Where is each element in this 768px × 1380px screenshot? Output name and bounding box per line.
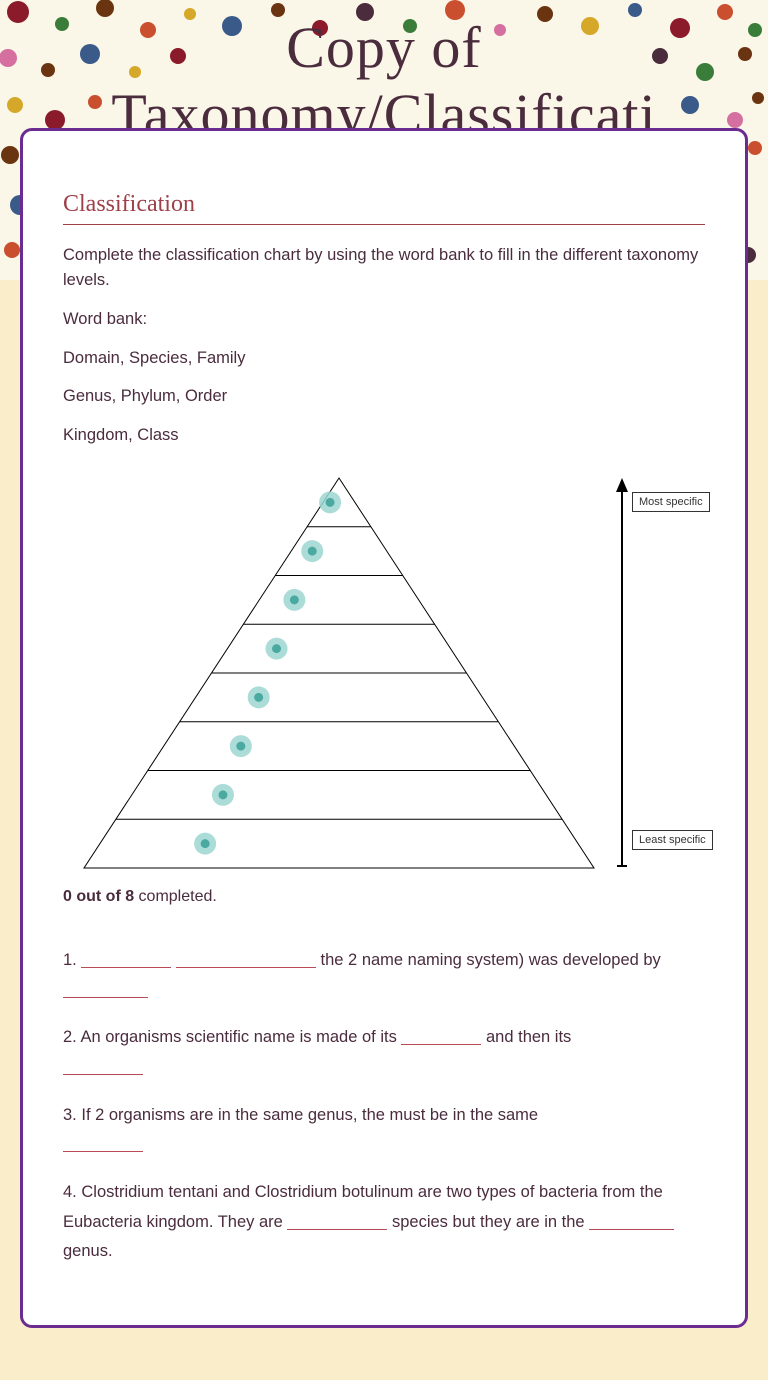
question-number: 3. [63,1106,81,1124]
instruction-line: Genus, Phylum, Order [63,384,705,409]
section-heading: Classification [63,191,705,225]
instruction-line: Domain, Species, Family [63,346,705,371]
taxonomy-pyramid-diagram: Most specific Least specific [64,468,704,878]
question-number: 2. [63,1028,80,1046]
fill-blank[interactable] [81,951,171,968]
worksheet-card: Classification Complete the classificati… [20,128,748,1328]
pyramid-level-hotspot[interactable] [212,784,234,806]
instruction-line: Word bank: [63,307,705,332]
completion-text: completed. [134,888,217,905]
completion-status: 0 out of 8 completed. [63,888,705,906]
pyramid-level-hotspot[interactable] [301,540,323,562]
pyramid-level-hotspot[interactable] [319,491,341,513]
pyramid-level-hotspot[interactable] [230,735,252,757]
instruction-line: Complete the classification chart by usi… [63,243,705,293]
title-line-1: Copy of [286,15,482,80]
fill-blank[interactable] [401,1029,481,1046]
pyramid-level-hotspot[interactable] [248,686,270,708]
question-number: 1. [63,951,81,969]
most-specific-label: Most specific [632,492,710,512]
page-header: Copy of Taxonomy/Classificati [0,0,768,148]
fill-blank[interactable] [176,951,316,968]
question-item: 2. An organisms scientific name is made … [63,1023,705,1082]
question-item: 4. Clostridium tentani and Clostridium b… [63,1178,705,1267]
question-item: 1. the 2 name naming system) was develop… [63,946,705,1005]
instruction-line: Kingdom, Class [63,423,705,448]
fill-blank[interactable] [63,981,148,998]
questions-block: 1. the 2 name naming system) was develop… [63,946,705,1267]
fill-blank[interactable] [287,1213,387,1230]
fill-blank[interactable] [63,1136,143,1153]
completion-count: 0 out of 8 [63,888,134,905]
pyramid-level-hotspot[interactable] [283,589,305,611]
pyramid-level-hotspot[interactable] [194,833,216,855]
question-item: 3. If 2 organisms are in the same genus,… [63,1101,705,1160]
fill-blank[interactable] [63,1058,143,1075]
instructions-block: Complete the classification chart by usi… [63,243,705,448]
confetti-dot [4,242,20,258]
confetti-dot [1,146,19,164]
question-number: 4. [63,1183,81,1201]
pyramid-level-hotspot[interactable] [266,638,288,660]
fill-blank[interactable] [589,1213,674,1230]
least-specific-label: Least specific [632,830,713,850]
pyramid-svg [64,468,704,878]
